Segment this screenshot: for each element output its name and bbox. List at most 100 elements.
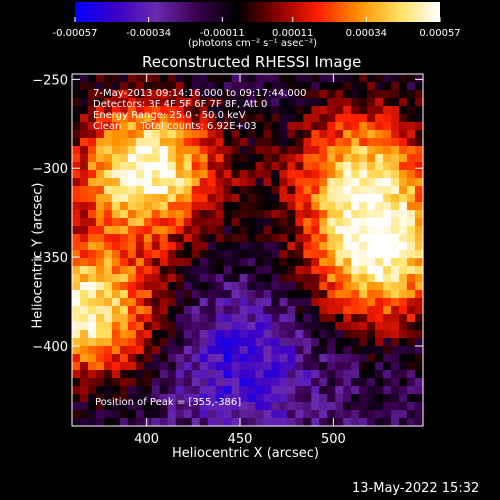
heatmap-cell xyxy=(79,338,89,347)
heatmap-cell xyxy=(399,266,408,275)
heatmap-cell xyxy=(319,114,328,123)
heatmap-cell xyxy=(319,242,328,251)
heatmap-cell xyxy=(72,354,81,363)
heatmap-cell xyxy=(231,146,241,155)
heatmap-cell xyxy=(167,146,177,155)
heatmap-cell xyxy=(351,194,360,203)
heatmap-cell xyxy=(87,202,97,211)
heatmap-cell xyxy=(319,234,328,243)
heatmap-cell xyxy=(143,218,153,227)
heatmap-cell xyxy=(327,74,336,83)
heatmap-cell xyxy=(239,330,249,339)
heatmap-cell xyxy=(391,210,400,219)
heatmap-cell xyxy=(239,98,249,107)
heatmap-cell xyxy=(327,82,336,91)
heatmap-cell xyxy=(151,314,161,323)
heatmap-cell xyxy=(191,218,201,227)
heatmap-cell xyxy=(367,250,376,259)
heatmap-cell xyxy=(351,338,360,347)
heatmap-cell xyxy=(399,138,408,147)
heatmap-cell xyxy=(351,410,360,419)
heatmap-cell xyxy=(351,114,360,123)
heatmap-cell xyxy=(79,306,89,315)
heatmap-cell xyxy=(327,298,336,307)
heatmap-cell xyxy=(151,394,161,403)
heatmap-cell xyxy=(247,162,257,171)
heatmap-cell xyxy=(175,258,185,267)
heatmap-cell xyxy=(135,90,145,99)
heatmap-cell xyxy=(343,298,352,307)
heatmap-cell xyxy=(199,346,209,355)
heatmap-cell xyxy=(111,98,121,107)
heatmap-cell xyxy=(375,298,384,307)
heatmap-cell xyxy=(199,338,209,347)
heatmap-cell xyxy=(215,418,225,427)
heatmap-cell xyxy=(119,402,129,411)
heatmap-cell xyxy=(143,106,153,115)
heatmap-cell xyxy=(119,282,129,291)
heatmap-cell xyxy=(391,82,400,91)
heatmap-cell xyxy=(311,378,320,387)
heatmap-cell xyxy=(351,394,360,403)
heatmap-cell xyxy=(343,314,352,323)
heatmap-cell xyxy=(135,290,145,299)
heatmap-cell xyxy=(383,106,392,115)
heatmap-cell xyxy=(95,298,105,307)
heatmap-cell xyxy=(103,226,113,235)
heatmap-cell xyxy=(407,202,416,211)
heatmap-cell xyxy=(239,106,249,115)
heatmap-cell xyxy=(167,114,177,123)
heatmap-cell xyxy=(415,146,424,155)
heatmap-cell xyxy=(375,210,384,219)
heatmap-cell xyxy=(367,234,376,243)
heatmap-cell xyxy=(199,98,209,107)
heatmap-cell xyxy=(391,346,400,355)
heatmap-cell xyxy=(287,418,296,427)
heatmap-cell xyxy=(287,290,296,299)
heatmap-cell xyxy=(359,274,368,283)
heatmap-cell xyxy=(319,282,328,291)
heatmap-cell xyxy=(391,186,400,195)
heatmap-cell xyxy=(351,330,360,339)
heatmap-cell xyxy=(327,338,336,347)
heatmap-cell xyxy=(415,418,424,427)
heatmap-cell xyxy=(199,178,209,187)
heatmap-cell xyxy=(183,258,193,267)
heatmap-cell xyxy=(135,178,145,187)
heatmap-cell xyxy=(239,402,249,411)
heatmap-cell xyxy=(135,378,145,387)
heatmap-cell xyxy=(351,122,360,131)
heatmap-cell xyxy=(375,138,384,147)
heatmap-cell xyxy=(167,130,177,139)
heatmap-cell xyxy=(247,402,257,411)
heatmap-cell xyxy=(375,322,384,331)
heatmap-cell xyxy=(271,90,281,99)
heatmap-cell xyxy=(271,242,281,251)
heatmap-cell xyxy=(135,330,145,339)
heatmap-cell xyxy=(72,138,81,147)
heatmap-cell xyxy=(239,178,249,187)
heatmap-cell xyxy=(127,370,137,379)
heatmap-cell xyxy=(375,82,384,91)
heatmap-cell xyxy=(79,282,89,291)
heatmap-cell xyxy=(247,338,257,347)
heatmap-cell xyxy=(311,250,320,259)
heatmap-cell xyxy=(231,402,241,411)
heatmap-cell xyxy=(167,242,177,251)
heatmap-cell xyxy=(95,370,105,379)
heatmap-cell xyxy=(303,322,312,331)
heatmap-cell xyxy=(127,258,137,267)
heatmap-cell xyxy=(343,338,352,347)
heatmap-cell xyxy=(367,322,376,331)
heatmap-cell xyxy=(72,186,81,195)
heatmap-cell xyxy=(263,226,273,235)
heatmap-cell xyxy=(223,138,233,147)
heatmap-cell xyxy=(175,234,185,243)
heatmap-cell xyxy=(351,98,360,107)
heatmap-cell xyxy=(327,202,336,211)
heatmap-cell xyxy=(143,298,153,307)
heatmap-cell xyxy=(287,234,296,243)
heatmap-cell xyxy=(311,290,320,299)
heatmap-cell xyxy=(383,170,392,179)
heatmap-cell xyxy=(247,106,257,115)
